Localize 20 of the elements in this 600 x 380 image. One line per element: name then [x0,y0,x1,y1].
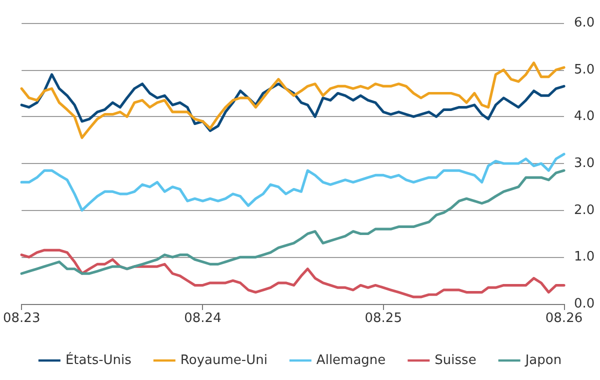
y-tick-label: 2.0 [574,202,595,218]
line-series [20,152,566,212]
y-tick-label: 6.0 [574,16,595,30]
y-tick-label: 0.0 [574,296,595,312]
y-tick-label: 4.0 [574,109,595,124]
x-tick-label: 08.26 [545,311,583,326]
legend-label: Allemagne [316,353,386,368]
line-series [20,62,566,140]
line-series [20,169,566,275]
line-series [20,248,566,298]
x-tick-label: 08.25 [364,311,402,326]
legend-label: Royaume-Uni [180,353,268,368]
x-tick-label: 08.24 [184,311,222,326]
legend-label: Suisse [434,353,476,368]
y-tick-label: 5.0 [574,62,595,78]
y-tick-label: 3.0 [574,156,595,171]
y-tick-label: 1.0 [574,250,595,265]
legend-label: Japon [524,353,562,368]
legend-label: États-Unis [65,351,132,368]
x-tick-label: 08.23 [3,311,40,326]
